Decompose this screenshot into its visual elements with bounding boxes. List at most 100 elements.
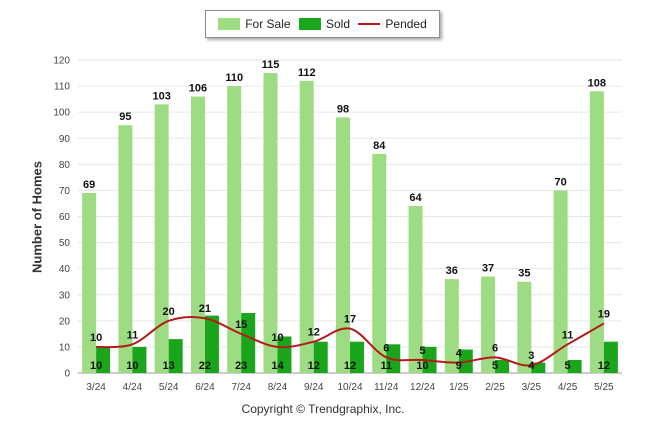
pended-data-label: 11 — [562, 329, 574, 341]
pended-data-label: 19 — [598, 308, 610, 320]
x-tick-label: 12/24 — [410, 382, 435, 393]
legend-item-for-sale[interactable]: For Sale — [218, 17, 291, 31]
for-sale-data-label: 98 — [337, 103, 349, 115]
sold-data-label: 12 — [308, 360, 320, 372]
pended-data-label: 11 — [127, 329, 139, 341]
sold-data-label: 9 — [456, 360, 462, 372]
x-tick-label: 8/24 — [268, 382, 288, 393]
for-sale-data-label: 110 — [225, 72, 243, 84]
for-sale-bar — [517, 281, 532, 373]
for-sale-data-label: 95 — [119, 111, 131, 123]
y-tick-label: 30 — [59, 290, 71, 301]
sold-bar — [313, 341, 328, 373]
sold-data-label: 5 — [565, 360, 571, 372]
x-tick-label: 2/25 — [485, 382, 505, 393]
y-tick-label: 110 — [54, 82, 70, 93]
sold-data-label: 11 — [380, 360, 392, 372]
x-tick-label: 3/24 — [86, 382, 106, 393]
pended-data-label: 6 — [492, 342, 498, 354]
y-axis-label: Number of Homes — [29, 161, 45, 273]
for-sale-data-label: 36 — [446, 265, 458, 277]
y-tick-label: 70 — [59, 186, 71, 197]
sold-data-label: 14 — [271, 360, 284, 372]
for-sale-data-label: 35 — [518, 268, 530, 280]
x-tick-label: 5/25 — [594, 382, 614, 393]
legend: For Sale Sold Pended — [205, 10, 440, 38]
for-sale-bar — [481, 276, 496, 373]
sold-bar — [495, 359, 510, 373]
sold-bar — [168, 339, 183, 373]
sold-bar — [603, 341, 618, 373]
sold-data-label: 4 — [528, 360, 535, 372]
pended-data-label: 3 — [528, 350, 534, 362]
for-sale-data-label: 106 — [189, 83, 207, 95]
sold-data-label: 10 — [416, 360, 428, 372]
pended-data-label: 17 — [344, 314, 356, 326]
sold-data-label: 23 — [235, 360, 247, 372]
copyright-credit: Copyright © Trendgraphix, Inc. — [241, 402, 405, 416]
legend-item-sold[interactable]: Sold — [298, 17, 350, 31]
for-sale-data-label: 37 — [482, 262, 494, 274]
sold-bar — [204, 315, 219, 373]
sold-data-label: 10 — [90, 360, 102, 372]
x-tick-label: 3/25 — [522, 382, 542, 393]
sold-bar — [96, 346, 111, 373]
sold-data-label: 5 — [492, 360, 498, 372]
sold-bar — [132, 346, 147, 373]
y-tick-label: 90 — [59, 134, 71, 145]
for-sale-bar — [263, 73, 278, 374]
x-tick-label: 10/24 — [337, 382, 362, 393]
for-sale-bar — [299, 80, 314, 373]
sold-swatch — [298, 18, 321, 30]
pended-data-label: 10 — [90, 332, 102, 344]
y-tick-label: 20 — [59, 316, 71, 327]
pended-line — [96, 315, 605, 367]
pended-data-label: 4 — [456, 348, 463, 360]
for-sale-swatch — [218, 18, 241, 30]
legend-label-sold: Sold — [325, 17, 350, 31]
y-tick-label: 100 — [53, 108, 70, 119]
for-sale-bar — [444, 279, 459, 373]
sold-bar — [567, 359, 582, 373]
y-tick-label: 40 — [59, 264, 71, 275]
for-sale-bar — [336, 117, 350, 373]
for-sale-data-label: 112 — [298, 67, 316, 79]
for-sale-data-label: 108 — [588, 77, 606, 89]
y-tick-label: 0 — [64, 369, 70, 380]
for-sale-bar — [589, 91, 604, 374]
x-tick-label: 5/24 — [159, 382, 179, 393]
pended-swatch — [358, 23, 381, 25]
x-tick-label: 4/25 — [558, 382, 578, 393]
for-sale-bar — [154, 104, 169, 373]
for-sale-bar — [408, 206, 423, 373]
sold-data-label: 10 — [126, 360, 138, 372]
y-tick-label: 10 — [59, 342, 71, 353]
pended-data-label: 15 — [235, 319, 247, 331]
sold-data-label: 12 — [598, 360, 610, 372]
for-sale-data-label: 103 — [152, 90, 170, 102]
legend-item-pended[interactable]: Pended — [358, 17, 427, 31]
sold-data-label: 12 — [344, 360, 356, 372]
for-sale-data-label: 70 — [554, 176, 566, 188]
y-tick-label: 120 — [53, 56, 70, 67]
pended-data-label: 21 — [199, 303, 211, 315]
sold-bar — [531, 362, 546, 373]
sold-bar — [277, 336, 292, 373]
y-tick-label: 80 — [59, 160, 71, 171]
x-tick-label: 6/24 — [195, 382, 215, 393]
legend-label-pended: Pended — [385, 17, 427, 31]
pended-data-label: 6 — [383, 342, 389, 354]
x-tick-label: 9/24 — [304, 382, 324, 393]
legend-label-for-sale: For Sale — [245, 17, 291, 31]
for-sale-bar — [82, 193, 97, 373]
for-sale-data-label: 84 — [373, 140, 386, 152]
sold-bar — [350, 341, 364, 373]
for-sale-data-label: 64 — [409, 192, 422, 204]
pended-data-label: 5 — [419, 345, 425, 357]
pended-data-label: 20 — [163, 306, 175, 318]
y-tick-label: 60 — [59, 212, 71, 223]
for-sale-bar — [372, 153, 387, 373]
x-tick-label: 7/24 — [231, 382, 251, 393]
for-sale-data-label: 115 — [262, 59, 280, 71]
